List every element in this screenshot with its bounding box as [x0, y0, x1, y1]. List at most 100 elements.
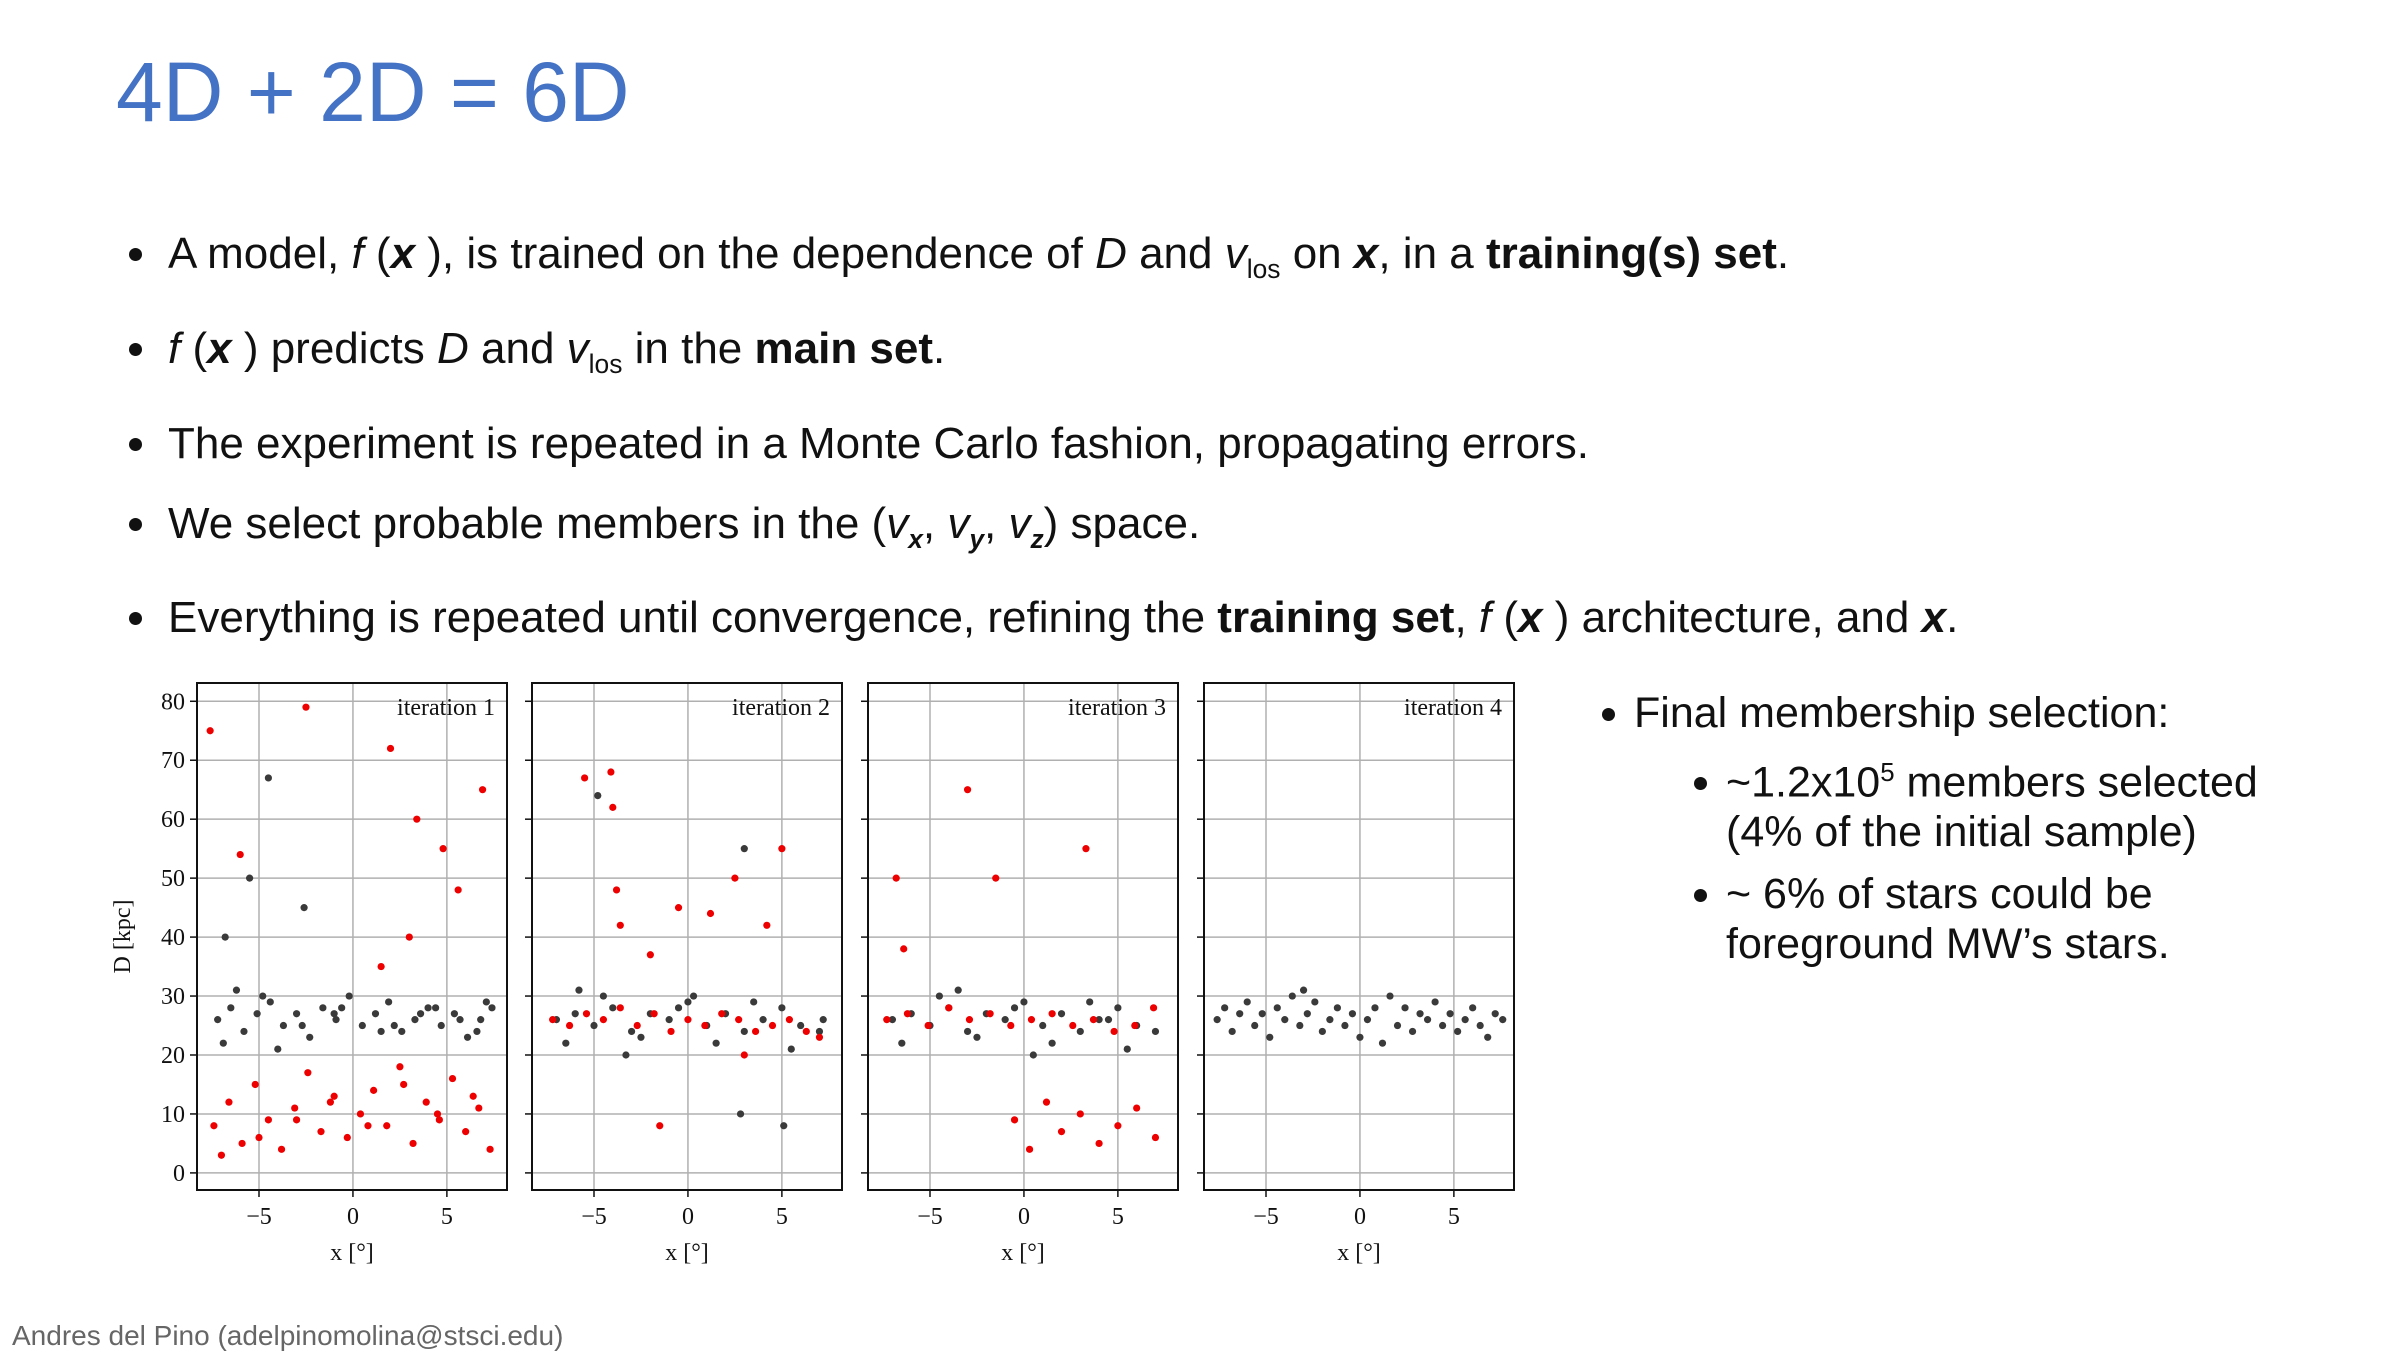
point [1423, 1016, 1432, 1024]
point [1363, 1016, 1372, 1024]
point [385, 998, 393, 1006]
point [1048, 1039, 1056, 1047]
point [477, 1016, 485, 1024]
point [439, 845, 447, 853]
point [326, 1098, 334, 1106]
point [992, 874, 1000, 882]
text-run: We select probable members in the ( [168, 498, 887, 548]
point [409, 1139, 417, 1148]
text-run: x [207, 323, 232, 373]
point [815, 1027, 824, 1036]
point [1416, 1010, 1424, 1018]
point [954, 986, 962, 994]
point [684, 1016, 692, 1024]
point [1029, 1051, 1037, 1059]
bullet-list: A model, f (x ), is trained on the depen… [118, 214, 1958, 658]
point [221, 933, 229, 941]
point [463, 1033, 472, 1041]
point [819, 1016, 827, 1024]
point [300, 904, 308, 912]
bullet: Everything is repeated until convergence… [162, 578, 1958, 658]
annotation: iteration 3 [1068, 695, 1166, 721]
side-notes: Final membership selection: ~1.2x105 mem… [1590, 686, 2354, 981]
point [405, 933, 413, 941]
point [582, 1010, 591, 1018]
point [238, 1139, 246, 1148]
y-tick-label: 50 [161, 866, 185, 892]
point [750, 998, 758, 1006]
point [413, 815, 421, 823]
point [665, 1016, 673, 1024]
text-run: ) architecture, and [1542, 593, 1922, 643]
point [214, 1016, 222, 1024]
point [973, 1033, 981, 1041]
x-axis-label: x [°] [1001, 1240, 1045, 1266]
point [1114, 1004, 1122, 1012]
point [448, 1074, 457, 1083]
point [291, 1104, 299, 1112]
point [377, 962, 385, 971]
text-run: D [1095, 229, 1127, 278]
point [1221, 1004, 1229, 1012]
point [424, 1004, 432, 1012]
text-run: ( [1491, 593, 1519, 643]
point [319, 1004, 327, 1012]
point [332, 1016, 340, 1024]
point [1213, 1016, 1221, 1024]
point [1010, 1004, 1019, 1012]
point [358, 1021, 366, 1030]
point [701, 1021, 709, 1030]
point [462, 1128, 470, 1136]
point [802, 1027, 810, 1036]
point [633, 1021, 641, 1030]
point [740, 845, 748, 853]
point [255, 1133, 263, 1142]
point [637, 1033, 645, 1041]
point [1149, 1004, 1158, 1012]
text-run: v [947, 498, 970, 548]
side-bullet: ~1.2x105 members selected (4% of the ini… [1726, 748, 2286, 857]
text-run: , [984, 498, 1009, 548]
point [607, 768, 615, 776]
point [456, 1016, 464, 1024]
point [1393, 1021, 1402, 1030]
point [706, 909, 715, 918]
point [1057, 1128, 1066, 1136]
point [571, 1010, 579, 1018]
point [684, 998, 692, 1006]
point [1348, 1010, 1357, 1018]
point [963, 1027, 972, 1036]
point [674, 1004, 683, 1012]
text-run: x [908, 523, 923, 554]
text-run: f [351, 229, 364, 278]
point [1151, 1133, 1160, 1142]
point [609, 803, 617, 811]
point [1378, 1039, 1387, 1047]
point [815, 1033, 824, 1041]
point [1095, 1016, 1103, 1024]
point [888, 1016, 897, 1024]
point [475, 1104, 483, 1112]
point [1461, 1016, 1469, 1024]
point [225, 1098, 233, 1106]
point [599, 992, 607, 1000]
point [437, 1021, 445, 1030]
point [740, 1027, 748, 1036]
point [616, 921, 624, 929]
point [1251, 1021, 1259, 1030]
x-axis-label: x [°] [1337, 1240, 1381, 1266]
point [924, 1021, 932, 1030]
point [454, 886, 462, 894]
annotation: iteration 1 [397, 695, 495, 721]
point [400, 1080, 408, 1089]
x-tick-label: 0 [1018, 1204, 1030, 1230]
side-bullet: ~ 6% of stars could be foreground MW’s s… [1726, 869, 2286, 969]
point [562, 1039, 570, 1047]
point [1114, 1122, 1122, 1130]
point [1104, 1016, 1113, 1024]
point [330, 1092, 338, 1100]
point [797, 1021, 805, 1030]
text-run: 5 [1880, 759, 1895, 787]
y-tick-label: 20 [161, 1043, 185, 1069]
